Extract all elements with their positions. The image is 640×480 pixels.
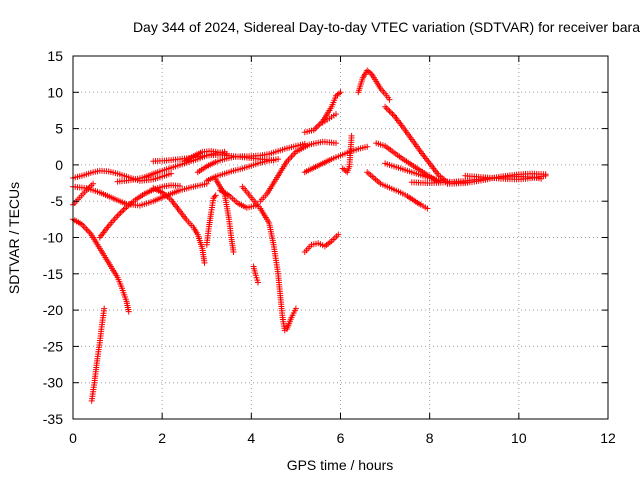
plus-markers (217, 187, 259, 211)
y-tick-label: 0 (55, 157, 63, 173)
plus-markers (239, 183, 299, 334)
plus-markers (364, 169, 431, 212)
series-arc-18 (257, 138, 339, 205)
y-tick-label: -30 (43, 375, 63, 391)
y-tick-label: -10 (43, 230, 63, 246)
y-tick-label: -20 (43, 302, 63, 318)
series-arc-02 (70, 180, 97, 208)
y-tick-label: -25 (43, 338, 63, 354)
y-tick-label: 15 (47, 48, 63, 64)
series-arc-05 (88, 305, 108, 404)
plus-markers (203, 156, 282, 184)
x-axis-label: GPS time / hours (287, 457, 394, 473)
series-arc-04 (70, 216, 132, 315)
plus-markers (150, 185, 208, 266)
x-tick-label: 6 (337, 430, 345, 446)
plus-markers (382, 103, 451, 186)
plus-markers (462, 172, 549, 183)
plot-marks (70, 67, 549, 404)
series-arc-24 (355, 67, 393, 103)
y-tick-label: -35 (43, 411, 63, 427)
x-tick-label: 0 (69, 430, 77, 446)
plus-markers (181, 148, 230, 165)
x-tick-label: 2 (158, 430, 166, 446)
axis-ticks: 0 2 4 6 8 10 12 -35 -30 -25 -20 -15 -10 -5 0 5 10 15 (43, 48, 616, 446)
series-arc-10 (181, 148, 230, 165)
series-arc-14 (212, 176, 237, 255)
plus-markers (212, 176, 237, 255)
plus-markers (250, 263, 261, 286)
series-arc-27 (382, 103, 451, 186)
plus-markers (319, 111, 339, 126)
y-tick-label: 10 (47, 84, 63, 100)
series-arc-12 (203, 192, 219, 248)
plus-markers (203, 192, 219, 248)
series-arc-20 (301, 143, 371, 176)
plus-markers (301, 143, 371, 176)
x-tick-label: 12 (600, 430, 616, 446)
chart-title: Day 344 of 2024, Sidereal Day-to-day VTE… (133, 19, 640, 35)
plus-markers (70, 180, 97, 208)
y-tick-label: -5 (51, 193, 64, 209)
series-arc-08 (150, 185, 208, 266)
x-tick-label: 10 (511, 430, 527, 446)
series-arc-11 (194, 140, 308, 176)
series-arc-13 (203, 156, 282, 184)
y-tick-label: -15 (43, 266, 63, 282)
plus-markers (194, 140, 308, 176)
x-tick-label: 8 (426, 430, 434, 446)
plus-markers (70, 216, 132, 315)
plus-markers (355, 67, 393, 103)
plus-markers (339, 132, 355, 176)
plus-markers (88, 305, 108, 404)
series-arc-15 (217, 187, 259, 211)
plus-markers (96, 182, 183, 241)
series-arc-06 (96, 182, 183, 241)
series-arc-22 (319, 111, 339, 126)
plus-markers (257, 138, 339, 205)
series-arc-23 (339, 132, 355, 176)
plus-markers (301, 231, 342, 255)
series-arc-16 (239, 183, 299, 334)
grid-lines (73, 56, 608, 419)
series-arc-17 (250, 263, 261, 286)
series-arc-25 (364, 169, 431, 212)
y-axis-label: SDTVAR / TECUs (6, 182, 22, 294)
series-arc-31 (462, 172, 549, 183)
series-arc-19 (301, 231, 342, 255)
x-tick-label: 4 (247, 430, 255, 446)
y-tick-label: 5 (55, 121, 63, 137)
